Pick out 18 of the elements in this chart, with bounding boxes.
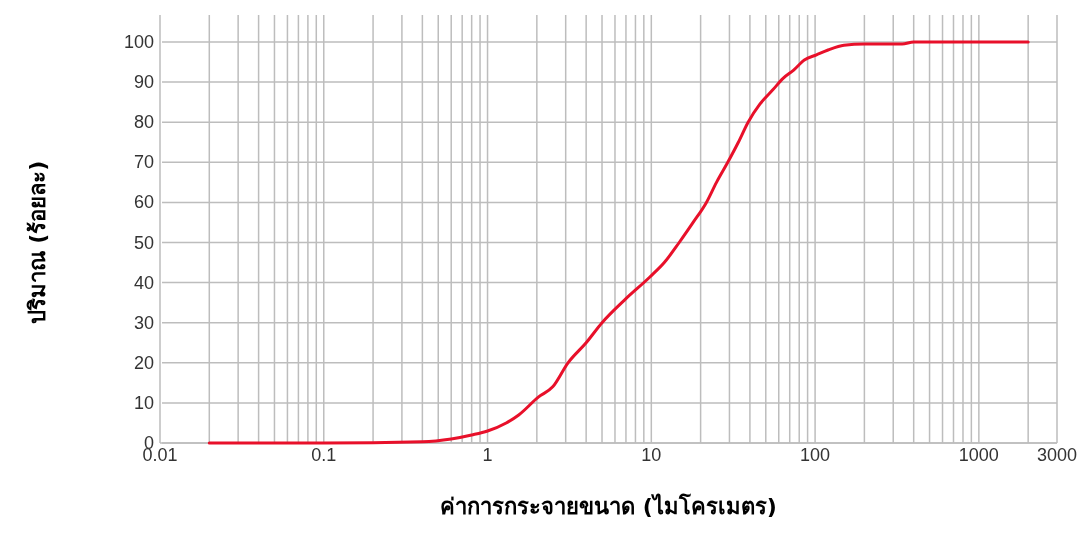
y-tick-label: 50 <box>133 232 154 253</box>
x-tick-label: 3000 <box>1036 445 1078 465</box>
y-tick-label: 90 <box>133 72 154 93</box>
x-tick-label: 1000 <box>958 445 999 465</box>
y-tick-label: 20 <box>133 352 154 373</box>
x-tick-label: 1 <box>482 445 493 465</box>
x-axis-title: ค่าการกระจายขนาด (ไมโครเมตร) <box>440 493 777 519</box>
y-tick-label: 100 <box>123 32 154 52</box>
y-tick-label: 30 <box>133 312 154 333</box>
y-tick-label: 60 <box>133 192 154 213</box>
x-tick-label: 100 <box>800 445 831 465</box>
y-axis-title: ปริมาณ (ร้อยละ) <box>25 160 50 325</box>
y-tick-label: 70 <box>133 152 154 173</box>
y-tick-label: 80 <box>133 112 154 133</box>
x-tick-label: 10 <box>641 445 662 465</box>
y-tick-label: 10 <box>133 392 154 413</box>
y-tick-label: 40 <box>133 272 154 293</box>
x-tick-label: 0.1 <box>311 445 337 465</box>
